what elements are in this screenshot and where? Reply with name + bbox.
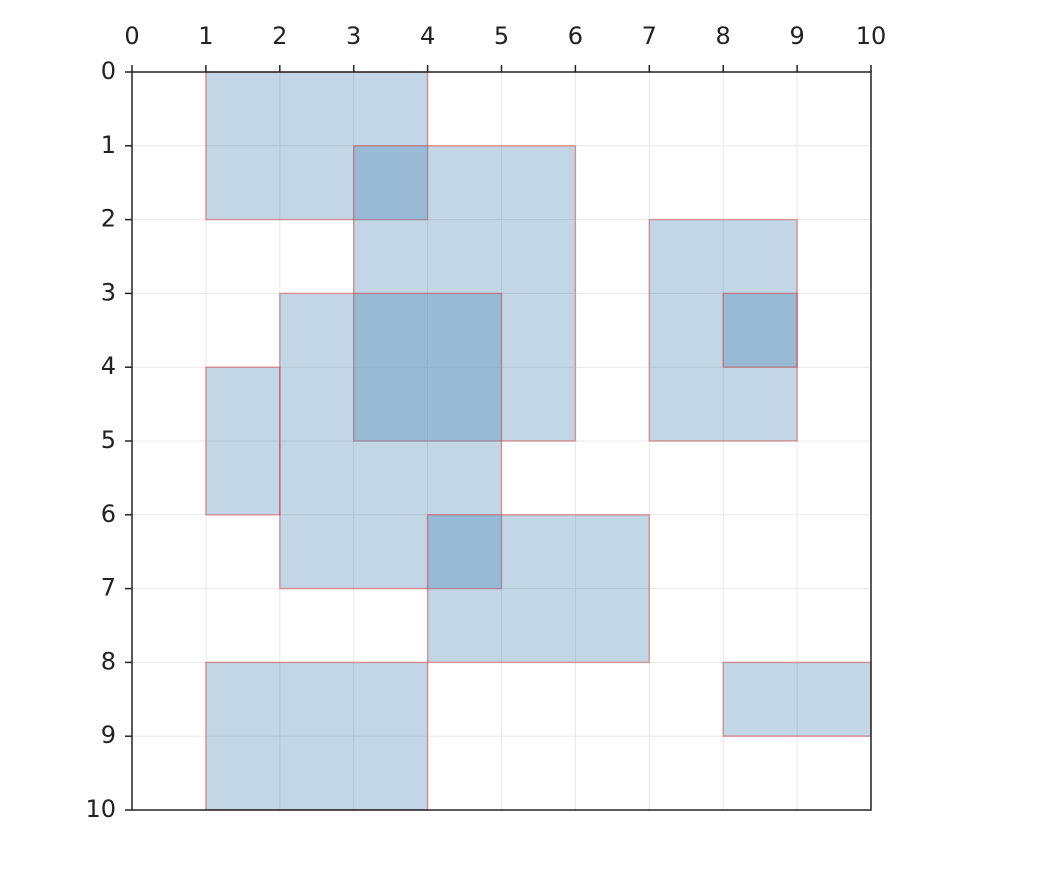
y-tick-label: 7: [101, 574, 116, 602]
y-tick-label: 9: [101, 721, 116, 749]
rectangle: [648, 218, 798, 442]
x-tick-label: 4: [420, 22, 435, 50]
y-tick-label: 1: [101, 131, 116, 159]
x-tick-label: 0: [124, 22, 139, 50]
x-tick-label: 3: [346, 22, 361, 50]
x-tick-label: 8: [716, 22, 731, 50]
y-tick-label: 6: [101, 500, 116, 528]
rectangle: [205, 71, 429, 221]
y-tick-label: 4: [101, 352, 116, 380]
rectangle: [279, 292, 503, 590]
rectangle: [352, 145, 577, 442]
y-tick-label: 10: [85, 795, 116, 823]
x-tick-label: 9: [789, 22, 804, 50]
x-tick-label: 5: [494, 22, 509, 50]
y-tick-label: 3: [101, 278, 116, 306]
rectangle: [426, 514, 651, 664]
y-tick-label: 5: [101, 426, 116, 454]
rectangle: [205, 661, 429, 811]
rectangle: [205, 366, 281, 516]
y-tick-label: 0: [101, 57, 116, 85]
x-tick-label: 10: [856, 22, 887, 50]
plot-frame: [131, 71, 872, 811]
x-tick-label: 7: [642, 22, 657, 50]
x-tick-label: 1: [198, 22, 213, 50]
rectangle: [722, 292, 798, 368]
rectangle: [722, 661, 872, 737]
x-tick-label: 2: [272, 22, 287, 50]
y-tick-label: 8: [101, 647, 116, 675]
x-tick-label: 6: [568, 22, 583, 50]
y-tick-label: 2: [101, 205, 116, 233]
